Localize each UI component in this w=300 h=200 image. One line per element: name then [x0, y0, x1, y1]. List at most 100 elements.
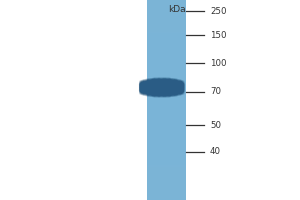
Bar: [147, 63, 186, 65]
Bar: [147, 162, 186, 163]
Bar: [147, 108, 186, 110]
Bar: [147, 195, 186, 197]
Bar: [147, 132, 186, 133]
Bar: [147, 155, 186, 157]
Bar: [147, 115, 186, 117]
Bar: [147, 175, 186, 177]
Bar: [147, 2, 186, 3]
Bar: [147, 103, 186, 105]
Bar: [147, 173, 186, 175]
Bar: [147, 35, 186, 37]
Bar: [147, 52, 186, 53]
Bar: [147, 92, 186, 93]
Bar: [147, 43, 186, 45]
Bar: [147, 90, 186, 92]
Bar: [147, 37, 186, 38]
Bar: [147, 197, 186, 198]
Bar: [147, 17, 186, 18]
Bar: [147, 122, 186, 123]
Bar: [147, 8, 186, 10]
Bar: [147, 65, 186, 67]
Bar: [147, 182, 186, 183]
Bar: [147, 153, 186, 155]
Text: 250: 250: [210, 6, 226, 16]
Bar: [147, 95, 186, 97]
Bar: [147, 107, 186, 108]
Bar: [147, 100, 186, 102]
Bar: [147, 13, 186, 15]
Bar: [147, 80, 186, 82]
Bar: [147, 178, 186, 180]
Bar: [147, 98, 186, 100]
Bar: [147, 27, 186, 28]
Bar: [147, 47, 186, 48]
Bar: [147, 198, 186, 200]
Bar: [147, 87, 186, 88]
Bar: [147, 18, 186, 20]
Bar: [147, 60, 186, 62]
Bar: [147, 105, 186, 107]
Bar: [147, 58, 186, 60]
Bar: [147, 110, 186, 112]
Bar: [147, 128, 186, 130]
Text: 100: 100: [210, 58, 226, 68]
Bar: [147, 127, 186, 128]
Bar: [147, 117, 186, 118]
Bar: [147, 15, 186, 17]
Bar: [147, 130, 186, 132]
Bar: [147, 50, 186, 52]
Bar: [147, 118, 186, 120]
Bar: [147, 157, 186, 158]
Bar: [147, 113, 186, 115]
Bar: [147, 148, 186, 150]
Bar: [147, 53, 186, 55]
Bar: [147, 25, 186, 27]
Bar: [147, 97, 186, 98]
Bar: [147, 172, 186, 173]
Bar: [147, 7, 186, 8]
Bar: [147, 88, 186, 90]
Bar: [147, 78, 186, 80]
Bar: [147, 48, 186, 50]
Bar: [147, 192, 186, 193]
Bar: [147, 143, 186, 145]
Bar: [147, 135, 186, 137]
Bar: [147, 158, 186, 160]
Bar: [147, 28, 186, 30]
Bar: [147, 180, 186, 182]
Text: 50: 50: [210, 120, 221, 130]
Bar: [147, 57, 186, 58]
Bar: [147, 138, 186, 140]
Bar: [147, 75, 186, 77]
Bar: [147, 85, 186, 87]
Bar: [147, 0, 186, 2]
Bar: [147, 163, 186, 165]
Bar: [147, 10, 186, 12]
Bar: [147, 40, 186, 42]
Bar: [147, 188, 186, 190]
Bar: [147, 55, 186, 57]
Bar: [147, 177, 186, 178]
Bar: [147, 165, 186, 167]
Bar: [147, 3, 186, 5]
Bar: [147, 147, 186, 148]
Bar: [147, 77, 186, 78]
Text: 70: 70: [210, 88, 221, 97]
Bar: [147, 23, 186, 25]
Bar: [147, 38, 186, 40]
Bar: [147, 73, 186, 75]
Bar: [147, 62, 186, 63]
Bar: [147, 82, 186, 83]
Bar: [147, 30, 186, 32]
Bar: [147, 152, 186, 153]
Bar: [147, 137, 186, 138]
Bar: [147, 125, 186, 127]
Bar: [147, 42, 186, 43]
Bar: [147, 183, 186, 185]
Bar: [147, 145, 186, 147]
Bar: [147, 20, 186, 22]
Bar: [147, 45, 186, 47]
Bar: [147, 102, 186, 103]
Bar: [147, 140, 186, 142]
Bar: [147, 123, 186, 125]
